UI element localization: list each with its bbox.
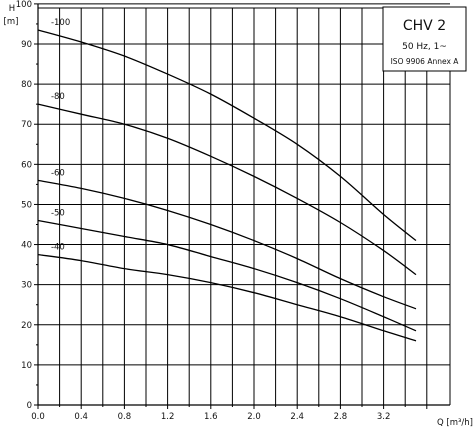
x-tick-label: 2.8	[334, 412, 348, 422]
y-axis-unit: [m]	[4, 17, 19, 27]
x-axis-label: Q [m³/h]	[437, 418, 473, 428]
curve-label: -50	[51, 208, 65, 218]
y-tick-label: 0	[27, 401, 32, 411]
curve-n100	[37, 29, 417, 242]
curve-n80	[37, 103, 417, 276]
y-tick-label: 100	[16, 0, 32, 10]
y-tick-label: 40	[21, 241, 32, 251]
grid	[37, 3, 450, 406]
y-axis-symbol: H	[9, 4, 15, 14]
y-tick-label: 30	[21, 281, 32, 291]
curve-label: -80	[51, 92, 65, 102]
y-tick-label: 90	[21, 40, 32, 50]
y-tick-label: 20	[21, 321, 32, 331]
curve-labels: -100 -80 -60 -50 -40	[51, 18, 70, 253]
series-group	[37, 29, 417, 342]
standard-label: ISO 9906 Annex A	[391, 57, 460, 66]
curve-label: -60	[51, 168, 65, 178]
y-tick-label: 10	[21, 361, 32, 371]
y-tick-label: 60	[21, 160, 32, 170]
chart-title: CHV 2	[403, 18, 446, 34]
curve-label: -40	[51, 243, 65, 253]
x-tick-label: 1.6	[204, 412, 218, 422]
x-tick-label: 2.0	[247, 412, 261, 422]
x-tick-label: 1.2	[161, 412, 175, 422]
x-tick-label: 0.8	[118, 412, 132, 422]
y-tick-label: 70	[21, 120, 32, 130]
curve-n40	[37, 253, 417, 342]
frequency-label: 50 Hz, 1~	[402, 42, 447, 52]
title-box: CHV 2 50 Hz, 1~ ISO 9906 Annex A	[382, 6, 467, 72]
curve-label: -100	[51, 18, 70, 28]
y-tick-label: 80	[21, 80, 32, 90]
x-tick-label: 2.4	[290, 412, 304, 422]
curve-n60	[37, 179, 417, 310]
axes: 0 10 20 30 40 50 60 70 80 90 100 0.0 0.4 0.8 1.2 1.6 2.0…	[16, 0, 451, 422]
title-box-frame	[382, 6, 467, 72]
y-tick-label: 50	[21, 200, 32, 210]
x-tick-label: 0.4	[74, 412, 88, 422]
x-tick-label: 0.0	[31, 412, 45, 422]
x-tick-label: 3.2	[377, 412, 391, 422]
curve-n50	[37, 219, 417, 332]
